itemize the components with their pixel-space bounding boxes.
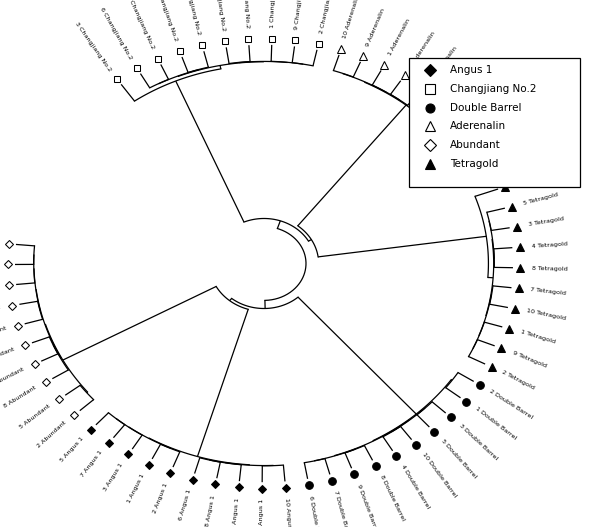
Text: Angus 1: Angus 1	[450, 65, 493, 74]
Text: 6 Abundant: 6 Abundant	[0, 366, 25, 388]
Text: 5 Tetragold: 5 Tetragold	[523, 192, 559, 206]
Text: 7 Double Barrel: 7 Double Barrel	[332, 490, 350, 527]
Text: 9 Abundant: 9 Abundant	[0, 347, 15, 365]
Text: 6 Tetragold: 6 Tetragold	[515, 169, 551, 186]
Text: 5 Angus 1: 5 Angus 1	[59, 436, 85, 463]
Text: 1 Changjiang No.2: 1 Changjiang No.2	[270, 0, 277, 28]
Text: 5 Double Barrel: 5 Double Barrel	[440, 438, 478, 479]
Text: 6 Double Barrel: 6 Double Barrel	[308, 495, 322, 527]
Text: 4 Tetragold: 4 Tetragold	[532, 241, 568, 249]
Text: 8 Angus 1: 8 Angus 1	[205, 494, 215, 526]
Text: 9 Changjiang No.2: 9 Changjiang No.2	[295, 0, 307, 30]
Text: 6 Aderenalin: 6 Aderenalin	[506, 144, 545, 165]
Text: 2 Tetragold: 2 Tetragold	[501, 369, 535, 391]
Text: 2 Angus 1: 2 Angus 1	[152, 482, 168, 514]
Text: 10 Double Barrel: 10 Double Barrel	[421, 452, 457, 499]
Text: 9 Double Barrel: 9 Double Barrel	[356, 483, 379, 527]
Text: 8 Changjiang No.2: 8 Changjiang No.2	[212, 0, 226, 31]
Text: 3 Double Barrel: 3 Double Barrel	[458, 423, 498, 461]
Text: 7 Angus 1: 7 Angus 1	[80, 450, 104, 478]
Text: 2 Changjiang No.2: 2 Changjiang No.2	[319, 0, 336, 34]
Text: 2 Abundant: 2 Abundant	[37, 420, 67, 449]
Text: 10 Aderenalin: 10 Aderenalin	[343, 0, 361, 40]
Text: 5 Abundant: 5 Abundant	[19, 403, 52, 430]
Text: 2 Aderenalin: 2 Aderenalin	[409, 31, 436, 68]
Text: 4 Changjiang No.2: 4 Changjiang No.2	[182, 0, 202, 35]
Text: 7 Aderenalin: 7 Aderenalin	[429, 46, 458, 81]
Text: 5 Changjiang No.2: 5 Changjiang No.2	[126, 0, 155, 50]
Text: Tetragold: Tetragold	[450, 160, 499, 169]
Text: Changjiang No.2: Changjiang No.2	[450, 84, 536, 93]
Text: 1 Double Barrel: 1 Double Barrel	[474, 406, 517, 441]
Text: 3 Aderenalin: 3 Aderenalin	[465, 81, 499, 111]
Text: 9 Tetragold: 9 Tetragold	[512, 350, 547, 368]
Text: Double Barrel: Double Barrel	[450, 103, 521, 112]
Text: Abundant: Abundant	[450, 141, 501, 150]
Text: 3 Tetragold: 3 Tetragold	[528, 217, 565, 228]
Text: 8 Aderenalin: 8 Aderenalin	[481, 100, 517, 128]
Text: 8 Abundant: 8 Abundant	[3, 385, 37, 409]
Text: 1 Angus 1: 1 Angus 1	[127, 473, 146, 504]
Text: 1 Tetragold: 1 Tetragold	[520, 329, 556, 345]
Text: 10 Tetragold: 10 Tetragold	[526, 308, 566, 321]
FancyBboxPatch shape	[409, 58, 580, 187]
Text: 2 Double Barrel: 2 Double Barrel	[488, 388, 533, 419]
Text: 5 Aderenalin: 5 Aderenalin	[494, 121, 532, 147]
Text: 1 Aderenalin: 1 Aderenalin	[388, 18, 412, 57]
Text: 7 Tetragold: 7 Tetragold	[530, 287, 566, 296]
Text: 3 Angus 1: 3 Angus 1	[103, 462, 124, 492]
Text: 4 Aderenalin: 4 Aderenalin	[448, 62, 480, 95]
Text: 7 Abundant: 7 Abundant	[0, 305, 1, 317]
Text: 10 Abundant: 10 Abundant	[0, 326, 7, 343]
Text: 9 Angus 1: 9 Angus 1	[259, 499, 265, 527]
Text: 9 Aderenalin: 9 Aderenalin	[365, 7, 386, 47]
Text: Aderenalin: Aderenalin	[450, 122, 506, 131]
Text: 3 Changjiang No.2: 3 Changjiang No.2	[74, 21, 112, 72]
Text: 6 Angus 1: 6 Angus 1	[178, 489, 191, 521]
Text: 10 Angus 1: 10 Angus 1	[284, 498, 292, 527]
Text: 8 Tetragold: 8 Tetragold	[532, 266, 568, 271]
Text: 4 Angus 1: 4 Angus 1	[232, 497, 240, 527]
Text: 8 Double Barrel: 8 Double Barrel	[379, 474, 405, 522]
Text: 6 Changjiang No.2: 6 Changjiang No.2	[100, 6, 133, 60]
Text: 10 Changjiang No.2: 10 Changjiang No.2	[241, 0, 250, 28]
Text: 4 Double Barrel: 4 Double Barrel	[400, 464, 431, 510]
Text: 7 Changjiang No.2: 7 Changjiang No.2	[154, 0, 178, 42]
